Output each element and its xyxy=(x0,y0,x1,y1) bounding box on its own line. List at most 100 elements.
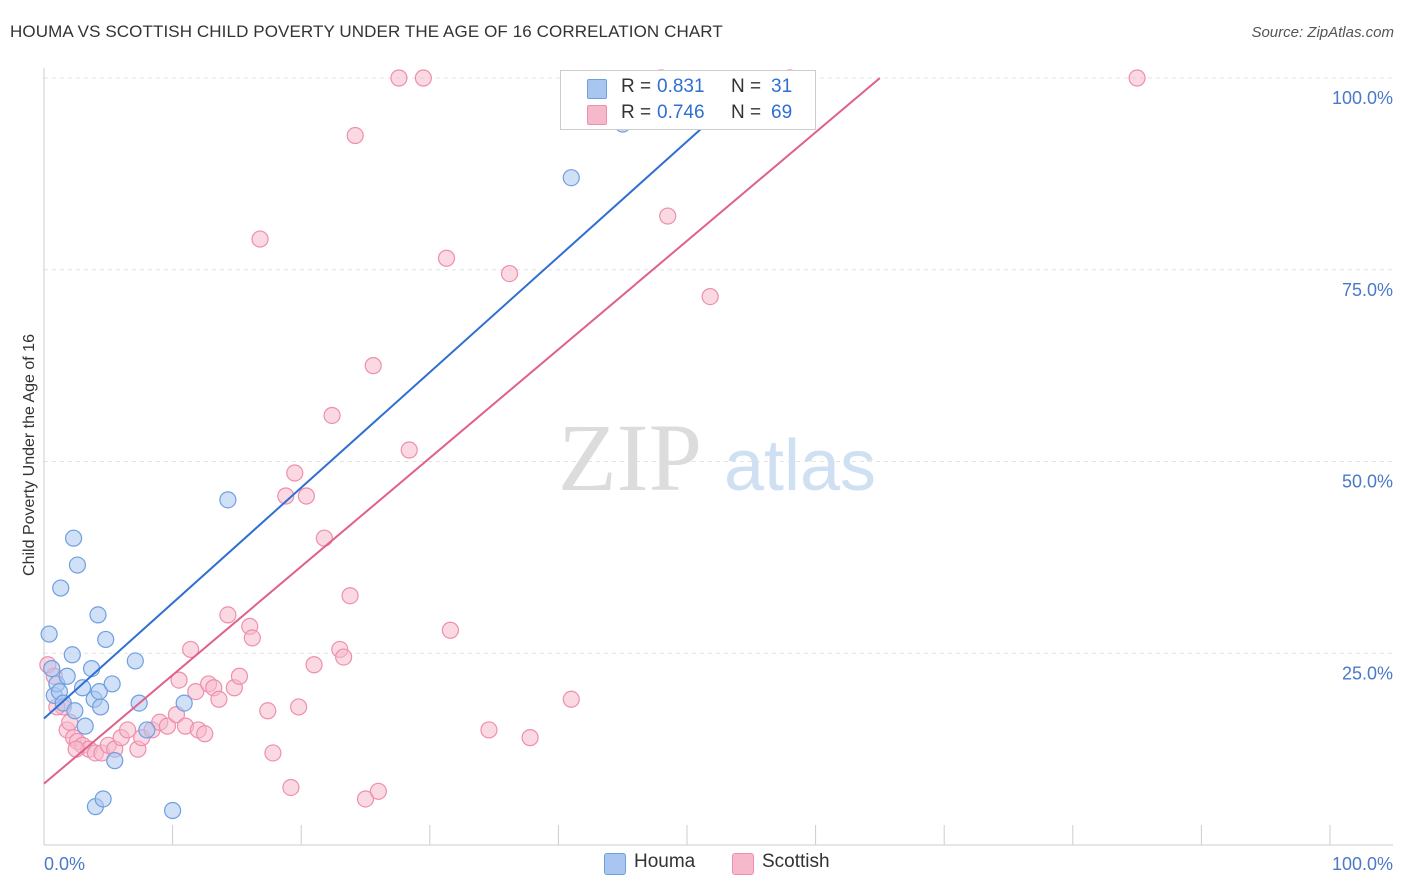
houma-point xyxy=(175,694,193,712)
scottish-r-label: R = xyxy=(621,102,652,123)
houma-point xyxy=(103,675,121,693)
houma-point xyxy=(219,491,237,509)
scottish-point xyxy=(305,656,323,674)
scottish-point xyxy=(701,287,719,306)
y-tick-label: 100.0% xyxy=(1332,88,1393,108)
legend-row-scottish: R = 0.746 N = 69 xyxy=(587,102,807,126)
y-tick-label: 50.0% xyxy=(1342,472,1393,492)
scottish-point xyxy=(187,682,205,701)
scottish-point xyxy=(210,690,228,708)
stats-legend: R = 0.831 N = 31 R = 0.746 N = 69 xyxy=(560,70,816,130)
houma-point xyxy=(91,698,110,716)
scottish-point xyxy=(290,698,308,716)
scottish-point xyxy=(521,729,539,747)
scottish-r-value: 0.746 xyxy=(657,102,705,123)
houma-r-label: R = xyxy=(621,76,652,97)
houma-swatch xyxy=(587,79,607,99)
houma-point xyxy=(58,667,76,685)
houma-point xyxy=(82,659,101,678)
houma-point xyxy=(73,679,92,697)
series-legend: Houma Scottish xyxy=(600,851,860,877)
scottish-point xyxy=(346,126,364,145)
trend-lines xyxy=(43,77,881,785)
houma-point xyxy=(164,801,182,820)
scottish-point xyxy=(480,721,498,739)
scottish-point xyxy=(364,357,382,375)
houma-point xyxy=(64,529,83,547)
scottish-point xyxy=(158,717,177,735)
scottish-point xyxy=(243,629,261,647)
y-tick-label: 25.0% xyxy=(1342,663,1393,683)
scottish-point xyxy=(219,606,237,624)
scottish-swatch xyxy=(587,105,607,125)
houma-legend-swatch xyxy=(604,853,626,875)
watermark-zip: ZIP xyxy=(558,404,702,511)
scottish-point xyxy=(315,529,333,547)
scottish-point xyxy=(323,406,341,425)
scottish-n-value: 69 xyxy=(771,102,793,123)
scottish-point xyxy=(400,441,418,459)
scottish-point xyxy=(286,464,304,482)
gridlines xyxy=(44,77,1393,654)
houma-point xyxy=(66,702,84,720)
scottish-trend-line xyxy=(43,77,881,785)
scottish-point xyxy=(182,640,200,659)
scottish-point xyxy=(297,487,315,505)
legend-row-houma: R = 0.831 N = 31 xyxy=(587,76,807,100)
scottish-point xyxy=(264,744,282,762)
watermark-atlas: atlas xyxy=(724,426,876,506)
houma-point xyxy=(89,606,107,624)
y-axis-label: Child Poverty Under the Age of 16 xyxy=(21,334,38,576)
scottish-point xyxy=(500,264,519,283)
houma-n-label: N = xyxy=(731,76,762,97)
scottish-n-label: N = xyxy=(731,102,762,123)
houma-point xyxy=(52,579,70,597)
scottish-point xyxy=(196,725,214,743)
watermark: ZIP atlas xyxy=(558,404,876,511)
houma-point xyxy=(43,659,61,678)
scottish-point xyxy=(230,667,249,685)
houma-point xyxy=(40,625,58,643)
chart-title: HOUMA VS SCOTTISH CHILD POVERTY UNDER TH… xyxy=(10,22,723,41)
y-tick-labels: 25.0% 50.0% 75.0% 100.0% xyxy=(1332,88,1393,683)
scottish-point xyxy=(259,702,277,720)
houma-point xyxy=(94,790,112,808)
houma-point xyxy=(76,717,94,735)
scottish-point xyxy=(1128,69,1146,87)
houma-points xyxy=(40,115,632,820)
scottish-point xyxy=(277,487,295,505)
houma-point xyxy=(97,630,115,649)
houma-point xyxy=(126,652,144,670)
houma-point xyxy=(106,752,124,770)
scottish-legend-swatch xyxy=(732,853,754,875)
scottish-point xyxy=(562,690,580,708)
scottish-point xyxy=(414,69,432,87)
scottish-point xyxy=(118,721,137,739)
scottish-point xyxy=(282,778,300,797)
houma-n-value: 31 xyxy=(771,76,793,97)
houma-point xyxy=(68,556,87,574)
scottish-point xyxy=(335,648,353,666)
scottish-point xyxy=(67,740,85,758)
y-tick-label: 75.0% xyxy=(1342,280,1393,300)
scottish-legend-label: Scottish xyxy=(762,851,830,872)
source-label: Source: ZipAtlas.com xyxy=(1251,24,1394,41)
houma-point xyxy=(562,169,580,187)
houma-point xyxy=(63,646,81,664)
x-tick-label-max: 100.0% xyxy=(1332,854,1393,874)
scottish-point xyxy=(341,587,359,605)
houma-r-value: 0.831 xyxy=(657,76,705,97)
scottish-point xyxy=(170,671,188,689)
houma-legend-label: Houma xyxy=(634,851,696,872)
scottish-point xyxy=(251,230,269,248)
houma-point xyxy=(138,721,156,739)
scottish-point xyxy=(356,790,375,808)
x-tick-label-min: 0.0% xyxy=(44,854,85,874)
scottish-point xyxy=(390,69,408,87)
scottish-point xyxy=(369,782,387,800)
houma-trend-line xyxy=(43,77,759,720)
scottish-point xyxy=(659,207,677,225)
axes xyxy=(43,68,1393,846)
scottish-point xyxy=(437,249,456,267)
